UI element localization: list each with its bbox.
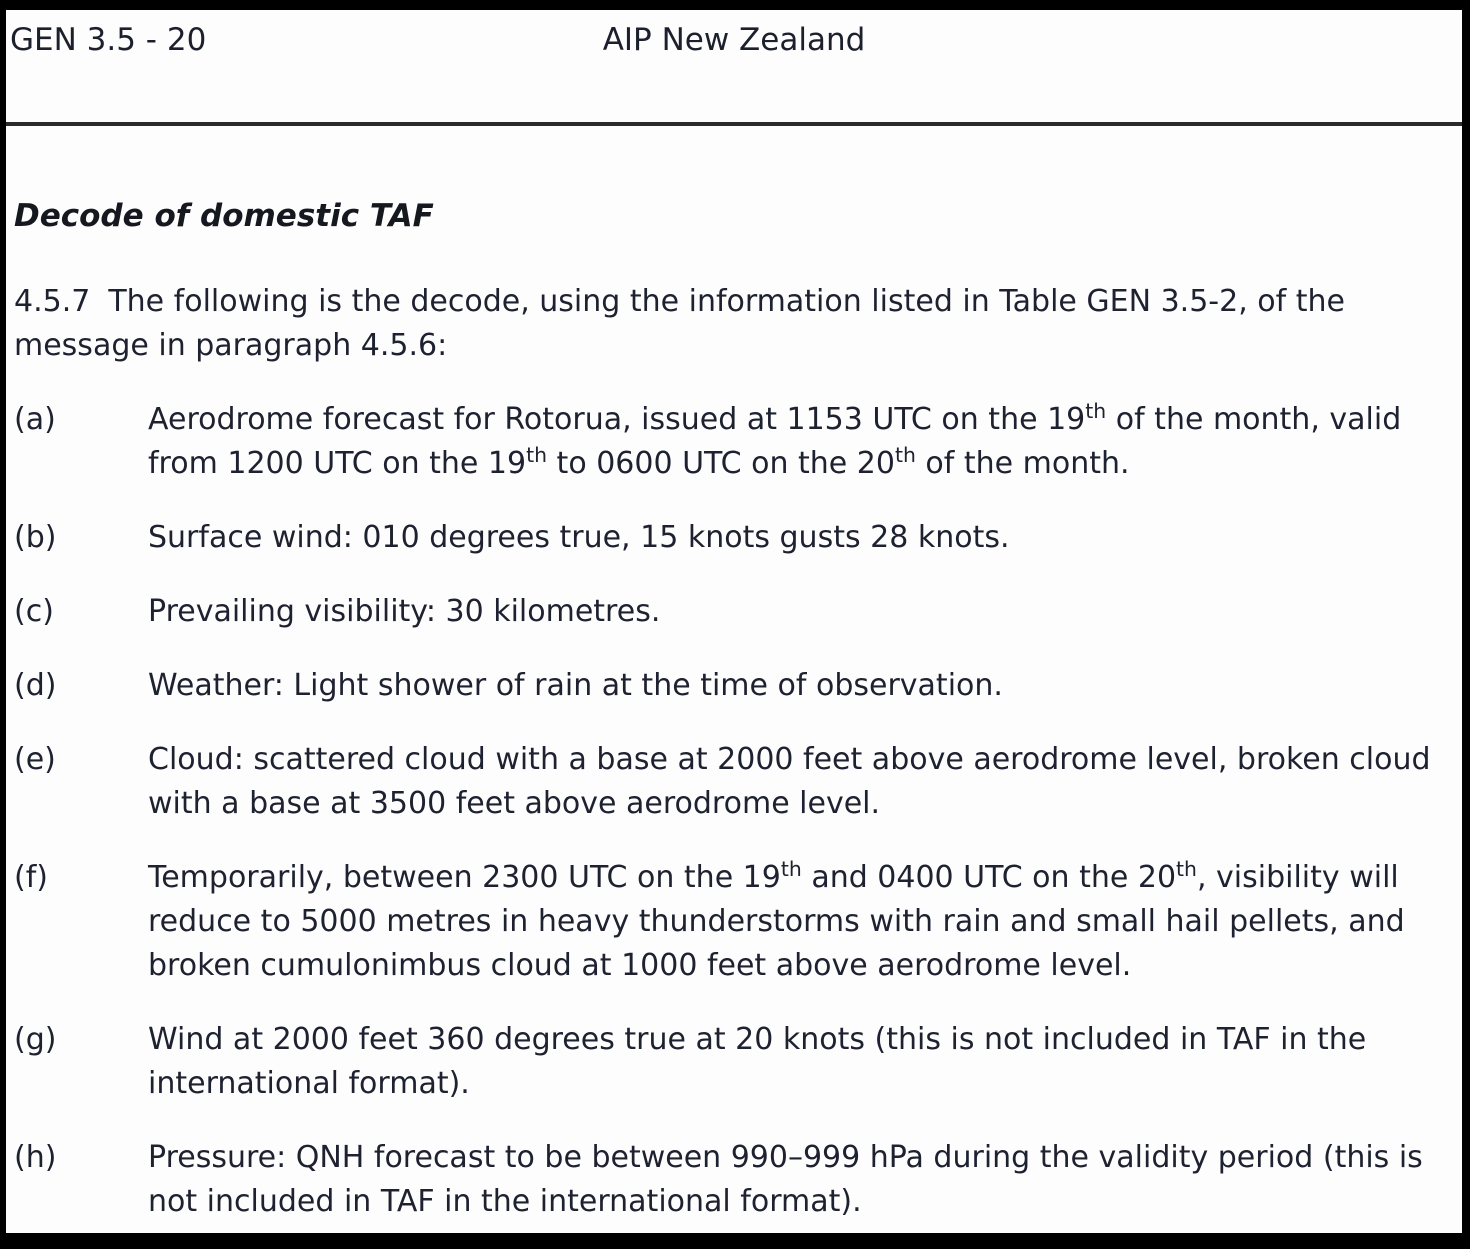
item-text: Wind at 2000 feet 360 degrees true at 20… bbox=[148, 1022, 1367, 1101]
item-label: (b) bbox=[14, 520, 57, 555]
item-text: Weather: Light shower of rain at the tim… bbox=[148, 668, 1003, 703]
item-label: (h) bbox=[14, 1140, 57, 1175]
decode-item-c: (c) Prevailing visibility: 30 kilometres… bbox=[14, 590, 1444, 634]
decode-item-b: (b) Surface wind: 010 degrees true, 15 k… bbox=[14, 516, 1444, 560]
item-label: (d) bbox=[14, 668, 57, 703]
intro-text: The following is the decode, using the i… bbox=[14, 284, 1345, 363]
decode-item-d: (d) Weather: Light shower of rain at the… bbox=[14, 664, 1444, 708]
item-text: Prevailing visibility: 30 kilometres. bbox=[148, 594, 661, 629]
page-content: Decode of domestic TAF 4.5.7 The followin… bbox=[6, 194, 1462, 1224]
item-label: (e) bbox=[14, 742, 56, 777]
decode-item-a: (a) Aerodrome forecast for Rotorua, issu… bbox=[14, 398, 1444, 486]
item-label: (c) bbox=[14, 594, 54, 629]
header-page-number: GEN 3.5 - 20 bbox=[10, 22, 207, 58]
item-label: (g) bbox=[14, 1022, 57, 1057]
header-divider bbox=[6, 122, 1462, 126]
item-text: Temporarily, between 2300 UTC on the 19t… bbox=[148, 857, 1405, 983]
intro-paragraph: 4.5.7 The following is the decode, using … bbox=[14, 280, 1444, 368]
document-page: GEN 3.5 - 20 AIP New Zealand Decode of d… bbox=[6, 10, 1462, 1233]
item-label: (f) bbox=[14, 860, 48, 895]
header-publication-title: AIP New Zealand bbox=[602, 22, 866, 58]
decode-item-h: (h) Pressure: QNH forecast to be between… bbox=[14, 1136, 1444, 1224]
paragraph-number: 4.5.7 bbox=[14, 284, 91, 319]
item-text: Surface wind: 010 degrees true, 15 knots… bbox=[148, 520, 1010, 555]
item-text: Cloud: scattered cloud with a base at 20… bbox=[148, 742, 1431, 821]
item-text: Aerodrome forecast for Rotorua, issued a… bbox=[148, 399, 1402, 481]
item-label: (a) bbox=[14, 402, 56, 437]
page-header: GEN 3.5 - 20 AIP New Zealand bbox=[6, 10, 1462, 66]
decode-item-e: (e) Cloud: scattered cloud with a base a… bbox=[14, 738, 1444, 826]
section-heading: Decode of domestic TAF bbox=[14, 198, 434, 234]
decode-item-g: (g) Wind at 2000 feet 360 degrees true a… bbox=[14, 1018, 1444, 1106]
decode-item-f: (f) Temporarily, between 2300 UTC on the… bbox=[14, 856, 1444, 988]
item-text: Pressure: QNH forecast to be between 990… bbox=[148, 1140, 1423, 1219]
